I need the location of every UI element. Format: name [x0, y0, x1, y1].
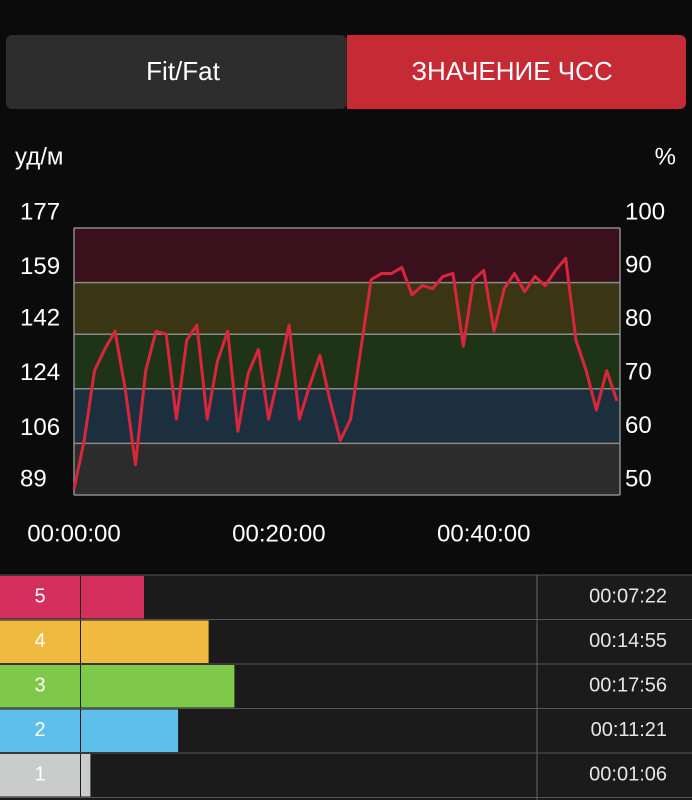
y-tick-label: 124	[20, 359, 60, 386]
zone-label-cell	[0, 576, 80, 619]
zone-time: 00:14:55	[589, 630, 667, 652]
x-tick-label: 00:00:00	[27, 520, 120, 547]
y-tick-label: 142	[20, 305, 60, 332]
zone-time: 00:01:06	[589, 764, 667, 786]
zone-time: 00:07:22	[589, 586, 667, 608]
zone-label-cell	[0, 620, 80, 663]
y-tick-label: 106	[20, 414, 60, 441]
zone-bar	[81, 576, 145, 619]
zone-table: 5 00:07:22 4 00:14:55 3 00:17:56 2 00:11:21 1 00:…	[0, 574, 692, 800]
zone-label: 5	[34, 586, 45, 608]
y2-tick-label: 80	[625, 305, 652, 332]
zone-label: 1	[34, 764, 45, 786]
y-tick-label: 177	[20, 198, 60, 225]
zone-band	[74, 228, 620, 282]
y2-tick-label: 100	[625, 198, 665, 225]
y2-tick-label: 70	[625, 359, 652, 386]
y-tick-label: 159	[20, 253, 60, 280]
zone-bar	[81, 754, 91, 797]
y2-tick-label: 90	[625, 252, 652, 279]
y-axis-title: уд/м	[15, 143, 63, 170]
plot: 89 106 124 142 159 177 50 60 70 80 90 100 00:00:00 00…	[20, 198, 665, 547]
zone-label-cell	[0, 665, 80, 708]
x-tick-label: 00:40:00	[437, 520, 530, 547]
zone-label-cell	[0, 709, 80, 752]
hr-line	[72, 256, 619, 490]
zone-band	[74, 388, 620, 442]
tab-joint	[347, 35, 357, 109]
zone-bar	[81, 665, 235, 708]
tab-hr[interactable]	[347, 35, 686, 109]
zone-band	[74, 334, 620, 389]
zone-label: 4	[34, 630, 45, 652]
zone-label-cell	[0, 754, 80, 797]
tab-fitfat[interactable]	[6, 35, 347, 109]
zone-band	[74, 441, 620, 495]
zone-band	[74, 281, 620, 335]
zone-label: 2	[34, 719, 45, 741]
zone-time: 00:11:21	[591, 719, 667, 741]
zone-bar	[81, 709, 179, 752]
tab-label[interactable]: Fit/Fat	[146, 56, 220, 86]
y2-tick-label: 50	[625, 465, 652, 492]
zone-bar	[81, 620, 209, 663]
zone-label: 3	[34, 675, 45, 697]
y-tick-label: 89	[20, 465, 47, 492]
y2-tick-label: 60	[625, 412, 652, 439]
tab-label[interactable]: ЗНАЧЕНИЕ ЧСС	[411, 56, 612, 86]
y2-axis-title: %	[655, 143, 676, 170]
x-tick-label: 00:20:00	[232, 520, 325, 547]
zone-time: 00:17:56	[589, 675, 667, 697]
